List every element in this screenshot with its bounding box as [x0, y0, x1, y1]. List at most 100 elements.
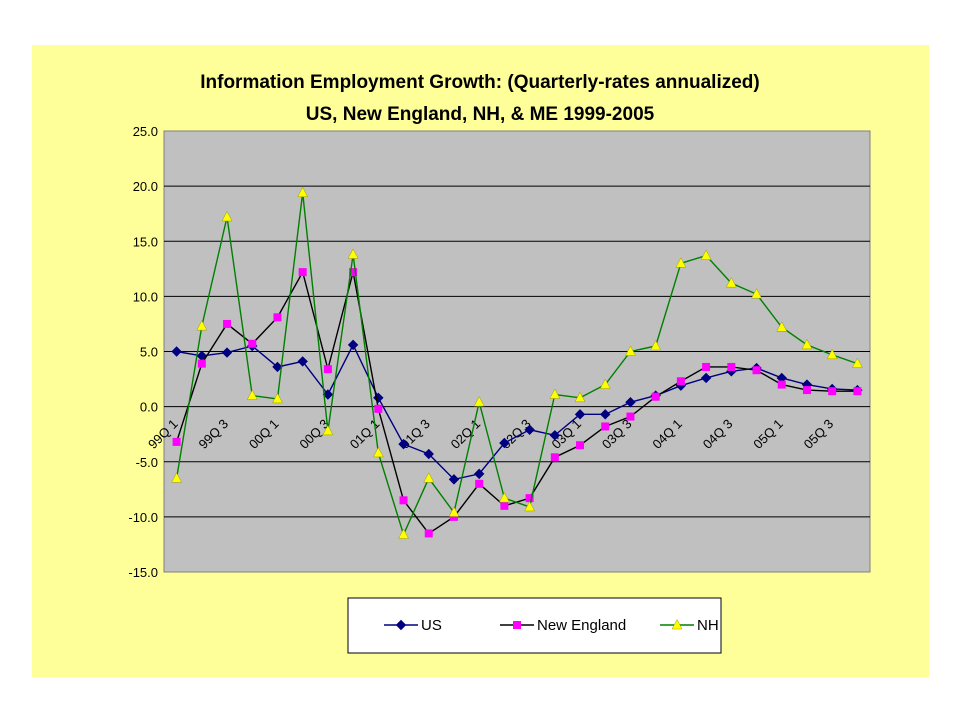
data-point: [374, 404, 383, 413]
y-tick-label: 0.0: [140, 400, 158, 415]
data-point: [171, 472, 183, 483]
chart-panel: Information Employment Growth: (Quarterl…: [32, 45, 929, 677]
data-point: [423, 472, 435, 483]
data-point: [323, 365, 332, 374]
data-point: [297, 356, 308, 367]
data-point: [650, 339, 662, 351]
chart-svg: Information Employment Growth: (Quarterl…: [128, 72, 871, 654]
series-line: [175, 192, 858, 537]
series-nh: [171, 186, 863, 539]
data-point: [398, 528, 409, 539]
data-point: [828, 387, 837, 396]
data-point: [574, 391, 586, 403]
y-tick-label: 10.0: [133, 289, 158, 304]
data-point: [499, 437, 510, 449]
data-point: [246, 389, 258, 400]
data-point: [625, 345, 636, 356]
data-point: [550, 453, 559, 462]
data-point: [473, 468, 485, 480]
data-point: [801, 338, 813, 350]
data-point: [424, 529, 433, 538]
data-point: [576, 441, 585, 450]
data-point: [297, 186, 309, 197]
data-point: [196, 320, 208, 331]
data-point: [549, 430, 561, 441]
data-point: [676, 377, 685, 386]
data-point: [399, 496, 408, 505]
legend-entry: NH: [660, 617, 719, 634]
series-line: [176, 343, 858, 481]
y-tick-label: 15.0: [133, 234, 158, 249]
legend-label: NH: [697, 617, 719, 634]
y-axis-ticks: 25.0 20.0 15.0 10.0 5.0 0.0 -5.0 -10.0 -15.0: [128, 124, 158, 580]
data-point: [248, 339, 257, 348]
data-point: [826, 348, 838, 360]
data-point: [549, 388, 561, 399]
data-point: [625, 397, 636, 408]
data-point: [599, 378, 611, 389]
data-point: [776, 321, 788, 332]
chart-title: Information Employment Growth: (Quarterl…: [200, 72, 760, 93]
legend-marker: [395, 619, 407, 631]
data-point: [700, 249, 712, 260]
data-point: [700, 372, 712, 384]
data-point: [273, 313, 282, 322]
data-point: [851, 357, 863, 368]
data-point: [524, 424, 535, 435]
data-point: [172, 437, 181, 446]
data-point: [272, 361, 283, 373]
legend-entry: New England: [500, 617, 626, 634]
y-tick-label: 25.0: [133, 124, 158, 139]
data-point: [448, 474, 460, 485]
data-point: [398, 438, 409, 450]
legend-label: US: [421, 617, 442, 634]
data-point: [626, 412, 635, 421]
data-point: [298, 268, 307, 277]
data-point: [448, 506, 460, 517]
y-tick-label: 20.0: [133, 179, 158, 194]
data-point: [475, 479, 484, 488]
data-point: [802, 386, 811, 395]
data-point: [574, 409, 586, 420]
data-point: [727, 362, 736, 371]
data-point: [171, 346, 182, 357]
y-tick-label: -5.0: [136, 455, 158, 470]
data-point: [751, 288, 762, 299]
data-point: [473, 396, 485, 407]
legend-marker: [671, 618, 683, 630]
data-point: [853, 387, 862, 396]
data-point: [449, 512, 458, 521]
data-point: [347, 248, 359, 259]
data-point: [223, 319, 232, 328]
data-point: [702, 362, 711, 371]
data-point: [349, 268, 358, 277]
data-point: [601, 422, 610, 431]
data-point: [322, 424, 334, 436]
chart-subtitle: US, New England, NH, & ME 1999-2005: [306, 104, 655, 125]
data-point: [752, 366, 761, 375]
data-point: [651, 392, 660, 401]
data-point: [423, 448, 434, 460]
data-point: [725, 277, 737, 288]
data-point: [372, 446, 384, 458]
data-point: [777, 380, 786, 389]
legend: US New England NH: [347, 597, 722, 654]
data-point: [524, 500, 536, 512]
data-point: [272, 392, 283, 404]
data-point: [221, 347, 233, 358]
data-point: [221, 210, 233, 222]
y-tick-label: 5.0: [140, 345, 158, 360]
data-point: [197, 359, 206, 368]
data-point: [347, 339, 359, 351]
gridlines: [164, 185, 870, 518]
data-point: [525, 494, 534, 503]
data-point: [498, 492, 510, 503]
series-layer: [171, 186, 863, 539]
y-tick-label: -10.0: [128, 510, 158, 525]
data-point: [600, 409, 611, 420]
y-tick-label: -15.0: [128, 565, 158, 580]
data-point: [500, 501, 509, 510]
data-point: [322, 389, 334, 400]
legend-label: New England: [537, 617, 626, 634]
legend-marker: [513, 621, 521, 629]
